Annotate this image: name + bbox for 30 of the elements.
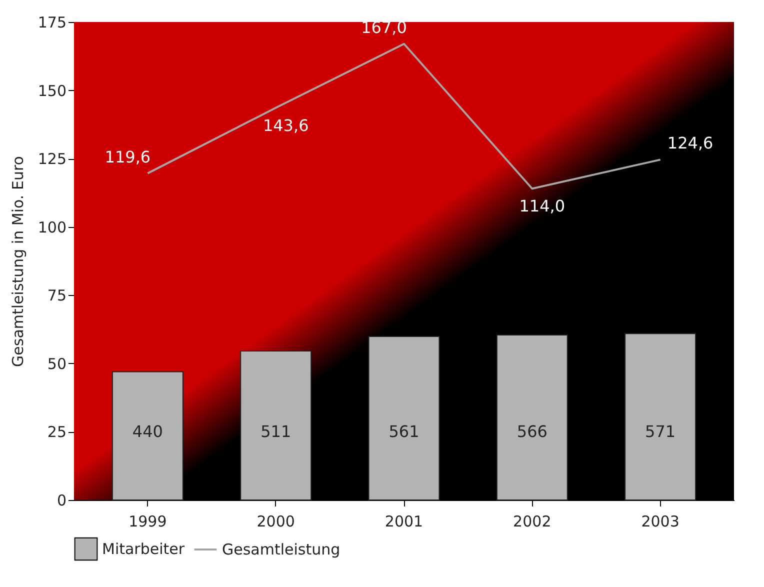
x-tick-label: 2003: [641, 512, 680, 530]
bar: [496, 334, 568, 500]
y-tick-label: 25: [47, 423, 66, 442]
y-tick-label: 50: [47, 354, 66, 373]
x-tick-label: 2000: [256, 512, 295, 530]
data-label: 124,6: [667, 134, 714, 153]
bar: [368, 336, 440, 500]
data-label: 143,6: [262, 116, 309, 135]
y-tick-label: 125: [38, 150, 66, 168]
legend-label: Gesamtleistung: [222, 540, 340, 558]
data-label: 511: [260, 422, 292, 441]
data-label: 566: [516, 422, 548, 441]
x-tick-label: 2001: [384, 512, 424, 530]
x-tick-label: 2002: [513, 512, 552, 530]
data-label: 114,0: [519, 196, 566, 216]
bar: [624, 333, 696, 500]
data-label: 571: [645, 422, 676, 441]
y-tick-label: 100: [38, 218, 66, 236]
y-tick-label: 0: [56, 492, 66, 510]
x-tick-label: 1999: [128, 512, 167, 530]
y-tick-label: 75: [47, 286, 66, 305]
y-axis-title: Gesamtleistung in Mio. Euro: [8, 156, 27, 367]
data-label: 440: [132, 422, 163, 441]
data-label: 119,6: [104, 147, 151, 166]
bar: [112, 371, 184, 500]
bar: [240, 350, 312, 500]
legend-label: Mitarbeiter: [102, 540, 186, 558]
y-tick-label: 175: [38, 14, 66, 32]
y-tick-label: 150: [38, 82, 66, 100]
data-label: 561: [388, 422, 420, 441]
